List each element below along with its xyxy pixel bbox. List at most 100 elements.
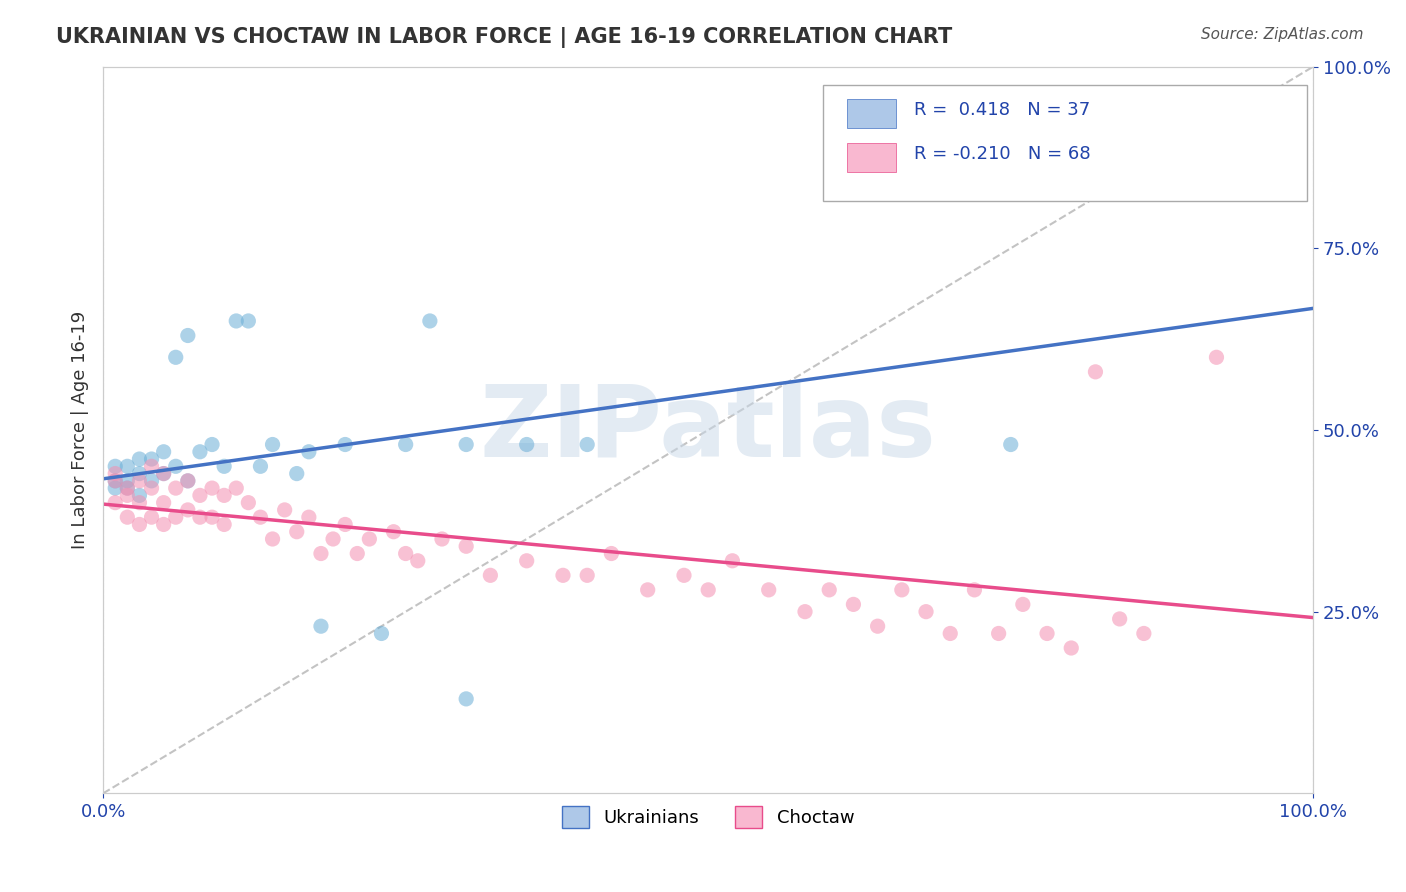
Point	[890, 582, 912, 597]
FancyBboxPatch shape	[848, 99, 896, 128]
Point	[637, 582, 659, 597]
Point	[285, 524, 308, 539]
Point	[177, 503, 200, 517]
Point	[672, 568, 695, 582]
Point	[128, 467, 150, 481]
Point	[152, 496, 174, 510]
Point	[104, 474, 127, 488]
Text: R = -0.210   N = 68: R = -0.210 N = 68	[914, 145, 1091, 163]
Point	[212, 459, 235, 474]
Point	[104, 481, 127, 495]
Point	[419, 314, 441, 328]
Point	[1084, 365, 1107, 379]
Point	[262, 532, 284, 546]
Point	[430, 532, 453, 546]
Point	[963, 582, 986, 597]
Point	[1108, 612, 1130, 626]
Point	[395, 437, 418, 451]
Point	[298, 510, 321, 524]
Point	[382, 524, 405, 539]
Point	[128, 488, 150, 502]
Point	[165, 351, 187, 365]
Point	[987, 626, 1010, 640]
Point	[212, 517, 235, 532]
Point	[915, 605, 938, 619]
Point	[1011, 598, 1033, 612]
Point	[1205, 118, 1227, 132]
Y-axis label: In Labor Force | Age 16-19: In Labor Force | Age 16-19	[72, 310, 89, 549]
Point	[104, 474, 127, 488]
Point	[516, 554, 538, 568]
Point	[165, 481, 187, 495]
Point	[117, 510, 139, 524]
Text: R =  0.418   N = 37: R = 0.418 N = 37	[914, 101, 1090, 120]
Point	[128, 496, 150, 510]
Point	[1036, 626, 1059, 640]
Text: Source: ZipAtlas.com: Source: ZipAtlas.com	[1201, 27, 1364, 42]
Point	[177, 474, 200, 488]
Point	[128, 517, 150, 532]
Point	[128, 452, 150, 467]
Point	[309, 619, 332, 633]
Point	[152, 444, 174, 458]
Point	[165, 459, 187, 474]
Point	[212, 488, 235, 502]
Point	[794, 605, 817, 619]
Point	[188, 488, 211, 502]
FancyBboxPatch shape	[848, 143, 896, 172]
Point	[128, 474, 150, 488]
Point	[141, 459, 163, 474]
Point	[201, 481, 224, 495]
Point	[346, 547, 368, 561]
Text: UKRAINIAN VS CHOCTAW IN LABOR FORCE | AGE 16-19 CORRELATION CHART: UKRAINIAN VS CHOCTAW IN LABOR FORCE | AG…	[56, 27, 952, 48]
Point	[117, 488, 139, 502]
Point	[818, 582, 841, 597]
Point	[152, 517, 174, 532]
Point	[576, 568, 599, 582]
Point	[262, 437, 284, 451]
Point	[842, 598, 865, 612]
Point	[1205, 351, 1227, 365]
Point	[201, 437, 224, 451]
Point	[141, 481, 163, 495]
Point	[359, 532, 381, 546]
Point	[298, 444, 321, 458]
Point	[201, 510, 224, 524]
Point	[758, 582, 780, 597]
Point	[600, 547, 623, 561]
Point	[721, 554, 744, 568]
Point	[479, 568, 502, 582]
Text: ZIPatlas: ZIPatlas	[479, 382, 936, 478]
Point	[152, 467, 174, 481]
Point	[456, 539, 478, 553]
Point	[333, 517, 356, 532]
Point	[104, 459, 127, 474]
Point	[165, 510, 187, 524]
Point	[456, 691, 478, 706]
Point	[141, 510, 163, 524]
Legend: Ukrainians, Choctaw: Ukrainians, Choctaw	[555, 798, 862, 835]
Point	[117, 459, 139, 474]
Point	[152, 467, 174, 481]
Point	[225, 481, 247, 495]
Point	[322, 532, 344, 546]
Point	[370, 626, 392, 640]
Point	[104, 496, 127, 510]
Point	[238, 496, 260, 510]
Point	[238, 314, 260, 328]
Point	[177, 474, 200, 488]
Point	[551, 568, 574, 582]
Point	[939, 626, 962, 640]
Point	[406, 554, 429, 568]
Point	[576, 437, 599, 451]
Point	[141, 474, 163, 488]
Point	[456, 437, 478, 451]
Point	[249, 459, 271, 474]
Point	[249, 510, 271, 524]
FancyBboxPatch shape	[823, 85, 1308, 201]
Point	[1060, 640, 1083, 655]
Point	[117, 474, 139, 488]
Point	[188, 510, 211, 524]
Point	[188, 444, 211, 458]
Point	[117, 481, 139, 495]
